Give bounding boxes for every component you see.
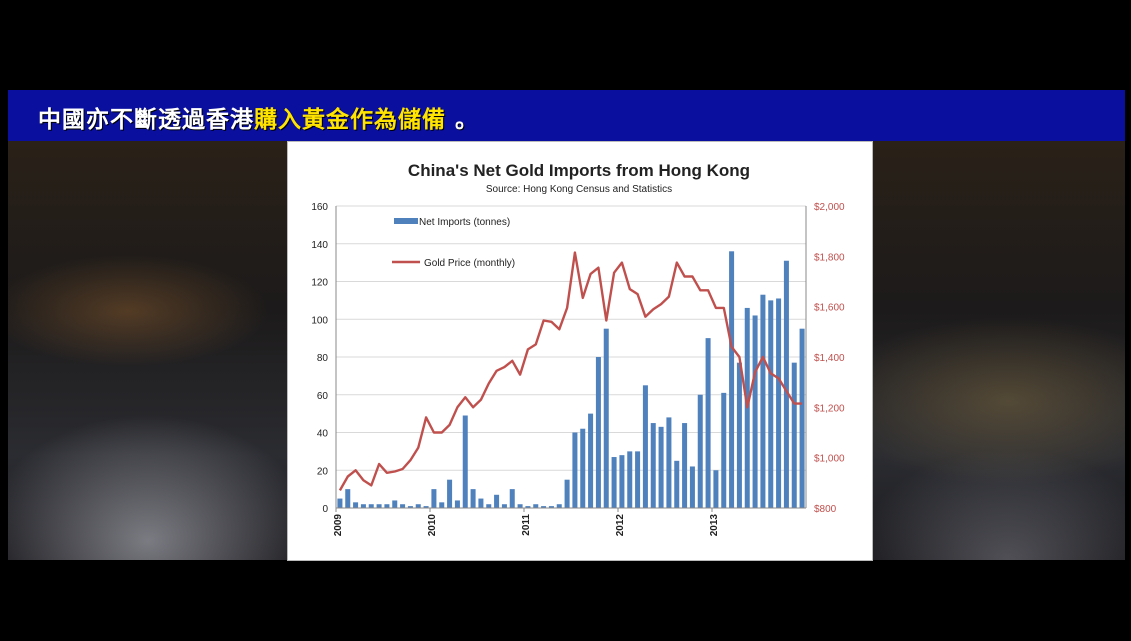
y-left-tick-label: 160	[311, 202, 328, 213]
legend: Net Imports (tonnes) Gold Price (monthly…	[392, 217, 515, 269]
bar-net-imports	[533, 504, 539, 508]
axes: 0 20 40 60 80 100 120 140 160 $800 $1,000 $1,200 $1,…	[311, 202, 845, 536]
bar-net-imports	[760, 294, 766, 508]
bar-net-imports	[619, 455, 625, 508]
caption-segment: 。	[446, 107, 480, 133]
x-tick-label: 2012	[615, 514, 626, 537]
y-right-tick-label: $800	[814, 504, 837, 515]
gold-imports-chart: China's Net Gold Imports from Hong Kong …	[311, 161, 845, 536]
bar-net-imports	[423, 506, 429, 508]
bar-net-imports	[650, 423, 656, 508]
y-left-tick-label: 120	[311, 278, 328, 289]
bar-net-imports	[478, 498, 484, 508]
bar-net-imports	[682, 423, 688, 508]
bar-net-imports	[360, 504, 366, 508]
bar-series	[337, 251, 805, 509]
bar-net-imports	[564, 479, 570, 508]
bar-net-imports	[345, 489, 351, 508]
bar-net-imports	[353, 502, 359, 508]
y-left-tick-label: 60	[317, 391, 329, 402]
bar-net-imports	[674, 460, 680, 508]
bar-net-imports	[627, 451, 633, 508]
bar-net-imports	[752, 315, 758, 508]
caption-segment: 中國	[38, 107, 86, 133]
bar-net-imports	[509, 489, 515, 508]
bar-net-imports	[439, 502, 445, 508]
y-right-tick-label: $1,200	[814, 403, 845, 414]
bar-net-imports	[658, 426, 664, 508]
bar-net-imports	[729, 251, 735, 509]
caption-banner: 中國亦不斷透過香港購入黃金作為儲備 。	[8, 90, 1125, 141]
bar-net-imports	[595, 357, 601, 508]
y-left-tick-label: 80	[317, 353, 329, 364]
bar-net-imports	[697, 394, 703, 508]
bar-net-imports	[721, 392, 727, 508]
legend-label-bars: Net Imports (tonnes)	[419, 217, 510, 228]
bar-net-imports	[384, 504, 390, 508]
y-right-tick-label: $2,000	[814, 202, 845, 213]
bar-net-imports	[517, 504, 523, 508]
bar-net-imports	[666, 417, 672, 508]
bar-net-imports	[525, 506, 531, 508]
bar-net-imports	[400, 504, 406, 508]
bar-net-imports	[635, 451, 641, 508]
chart-subtitle: Source: Hong Kong Census and Statistics	[486, 184, 672, 195]
bar-net-imports	[689, 466, 695, 508]
bar-net-imports	[588, 413, 594, 508]
bar-net-imports	[603, 328, 609, 508]
bar-net-imports	[541, 506, 547, 508]
bar-net-imports	[431, 489, 437, 508]
bar-net-imports	[415, 504, 421, 508]
caption-segment-highlight: 購入黃金作為儲備	[254, 107, 446, 133]
gold-price-line	[338, 251, 803, 491]
bar-net-imports	[783, 260, 789, 508]
y-left-tick-label: 40	[317, 429, 329, 440]
bar-net-imports	[572, 432, 578, 508]
bar-net-imports	[407, 506, 413, 508]
y-left-tick-label: 20	[317, 466, 329, 477]
chart-panel: China's Net Gold Imports from Hong Kong …	[287, 141, 873, 561]
bar-net-imports	[447, 479, 453, 508]
y-left-tick-label: 100	[311, 315, 328, 326]
bar-net-imports	[392, 500, 398, 508]
caption-text: 中國亦不斷透過香港購入黃金作為儲備 。	[38, 100, 479, 134]
y-right-tick-label: $1,800	[814, 252, 845, 263]
bar-net-imports	[776, 298, 782, 508]
bar-net-imports	[580, 428, 586, 508]
bar-net-imports	[454, 500, 460, 508]
bar-net-imports	[494, 494, 500, 508]
bar-net-imports	[713, 470, 719, 508]
bar-net-imports	[611, 457, 617, 508]
x-tick-label: 2010	[427, 514, 438, 537]
bar-net-imports	[337, 498, 343, 508]
bar-net-imports	[368, 504, 374, 508]
y-right-tick-label: $1,600	[814, 303, 845, 314]
bar-net-imports	[470, 489, 476, 508]
bar-net-imports	[768, 300, 774, 508]
bar-net-imports	[799, 328, 805, 508]
gridlines	[336, 205, 806, 509]
y-right-tick-label: $1,400	[814, 353, 845, 364]
chart-title: China's Net Gold Imports from Hong Kong	[408, 161, 750, 180]
bar-net-imports	[376, 504, 382, 508]
y-left-tick-label: 140	[311, 240, 328, 251]
y-left-tick-label: 0	[322, 504, 328, 515]
legend-label-line: Gold Price (monthly)	[424, 258, 515, 269]
bar-net-imports	[556, 504, 562, 508]
bar-net-imports	[462, 415, 468, 508]
bar-net-imports	[548, 506, 554, 508]
x-tick-label: 2011	[521, 514, 532, 536]
bar-net-imports	[642, 385, 648, 508]
bar-net-imports	[486, 504, 492, 508]
y-right-tick-label: $1,000	[814, 454, 845, 465]
legend-swatch-bar	[394, 218, 418, 224]
bar-net-imports	[736, 362, 742, 508]
caption-segment: 亦不斷透過香港	[86, 107, 254, 133]
bar-net-imports	[705, 338, 711, 508]
x-tick-label: 2013	[709, 514, 720, 537]
x-tick-label: 2009	[333, 514, 344, 537]
bar-net-imports	[501, 504, 507, 508]
bar-net-imports	[791, 362, 797, 508]
